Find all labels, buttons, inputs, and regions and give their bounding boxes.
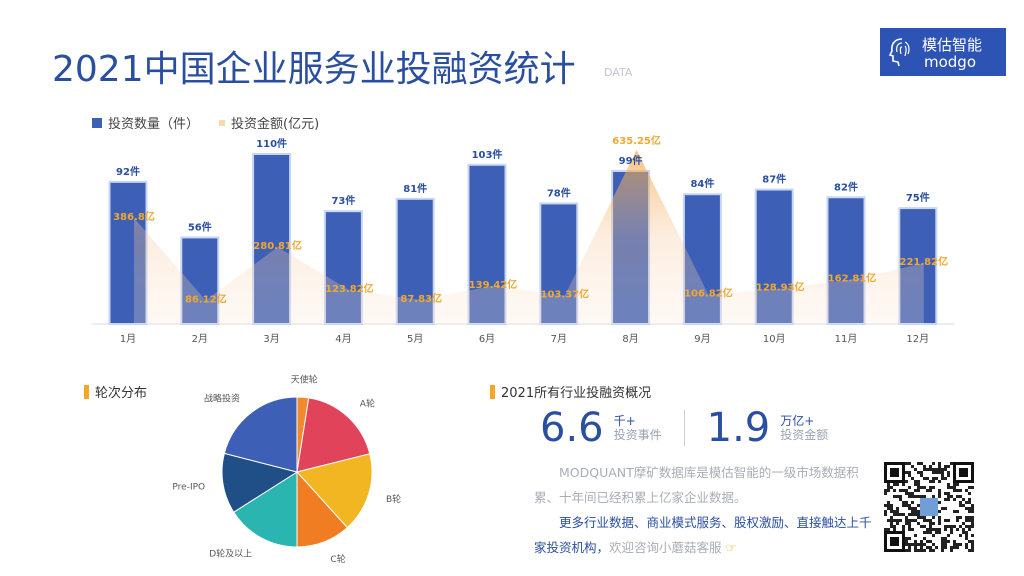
amount-unit: 万亿+ xyxy=(780,414,815,428)
brand-logo: 模估智能 modgo xyxy=(880,28,1006,76)
x-tick-label: 4月 xyxy=(335,333,351,345)
bar-label: 87件 xyxy=(762,173,786,186)
bar-label: 56件 xyxy=(188,220,212,233)
chart-legend: 投资数量（件） 投资金额(亿元) xyxy=(92,113,319,132)
legend-swatch-count xyxy=(92,117,102,128)
logo-text-en: modgo xyxy=(924,53,977,71)
x-tick-label: 6月 xyxy=(479,333,495,345)
head-fingerprint-icon xyxy=(888,38,910,67)
x-tick-label: 11月 xyxy=(835,333,858,345)
amount-label: 86.12亿 xyxy=(185,292,227,305)
bar-label: 92件 xyxy=(116,165,140,178)
pie-label: 天使轮 xyxy=(291,373,318,385)
intro-paragraph: MODQUANT摩矿数据库是模估智能的一级市场数据积累、十年间已经积累上亿家企业… xyxy=(534,465,859,505)
bar-label: 75件 xyxy=(906,191,930,204)
pie-slice-A轮 xyxy=(296,397,371,473)
x-tick-label: 12月 xyxy=(906,333,929,345)
summary-title: 2021所有行业投融资概况 xyxy=(501,386,652,401)
events-unit: 千+ xyxy=(613,414,636,428)
stats-divider xyxy=(683,410,685,446)
amount-label: 139.42亿 xyxy=(469,278,518,291)
page-subtitle: DATA xyxy=(604,66,633,79)
qr-code[interactable] xyxy=(884,462,974,552)
pie-label: A轮 xyxy=(360,397,375,409)
amount-label: 投资金额 xyxy=(780,428,829,442)
x-tick-label: 10月 xyxy=(763,333,786,345)
page-title: 2021中国企业服务业投融资统计 xyxy=(52,49,576,90)
contact-paragraph: 更多行业数据、商业模式服务、股权激励、直接触达上千家投资机构，欢迎咨询小蘑菇客服… xyxy=(534,510,880,560)
amount-label: 87.83亿 xyxy=(400,292,442,305)
pie-title: 轮次分布 xyxy=(95,386,148,401)
x-tick-label: 8月 xyxy=(622,333,638,345)
amount-label: 106.82亿 xyxy=(684,287,733,300)
pie-label: B轮 xyxy=(386,493,401,505)
bar-label: 82件 xyxy=(834,180,858,193)
events-label: 投资事件 xyxy=(613,428,662,442)
logo-text-cn: 模估智能 xyxy=(922,36,983,54)
pie-slice-D轮及以上 xyxy=(232,471,298,548)
events-value: 6.6 xyxy=(540,405,604,451)
bar-label: 73件 xyxy=(331,194,355,207)
x-tick-label: 2月 xyxy=(192,333,208,345)
amount-label: 123.82亿 xyxy=(325,282,374,295)
bar-label: 103件 xyxy=(472,148,503,161)
pie-label: C轮 xyxy=(330,553,345,565)
pie-label: 战略投资 xyxy=(204,393,240,405)
amount-area xyxy=(134,150,924,324)
bar-label: 99件 xyxy=(619,154,643,167)
pie-label: Pre-IPO xyxy=(172,483,205,493)
pie-slice-B轮 xyxy=(296,453,373,529)
x-tick-label: 7月 xyxy=(551,333,567,345)
legend-label-amount: 投资金额(亿元) xyxy=(231,117,320,132)
amount-label: 162.81亿 xyxy=(828,271,877,284)
x-tick-label: 5月 xyxy=(407,333,423,345)
bar-label: 110件 xyxy=(256,137,287,150)
section-marker xyxy=(490,384,495,399)
bar-label: 84件 xyxy=(690,177,714,190)
legend-swatch-amount xyxy=(219,119,226,126)
contact-rest: 欢迎咨询小蘑菇客服 xyxy=(609,540,722,555)
bar-label: 81件 xyxy=(403,182,427,195)
x-tick-label: 3月 xyxy=(263,333,279,345)
hand-pointer-icon: ☞ xyxy=(725,540,737,555)
amount-label: 635.25亿 xyxy=(612,134,661,147)
amount-label: 221.82亿 xyxy=(900,255,949,268)
amount-label: 280.81亿 xyxy=(253,239,302,252)
section-marker xyxy=(84,384,89,399)
contact-highlight: 更多行业数据、商业模式服务、股权激励、直接触达上千家投资机构， xyxy=(534,515,872,555)
summary-section-title: 2021所有行业投融资概况 xyxy=(490,382,651,401)
amount-label: 386.8亿 xyxy=(113,210,155,223)
pie-label: D轮及以上 xyxy=(209,547,252,559)
amount-label: 128.93亿 xyxy=(756,281,805,294)
amount-label: 103.37亿 xyxy=(541,288,590,301)
legend-label-count: 投资数量（件） xyxy=(108,117,200,132)
pie-slice-战略投资 xyxy=(223,396,298,473)
amount-value: 1.9 xyxy=(706,405,771,451)
pie-slice-Pre-IPO xyxy=(221,452,299,513)
bar-label: 78件 xyxy=(547,186,571,199)
pie-section-title: 轮次分布 xyxy=(84,382,147,401)
x-tick-label: 9月 xyxy=(694,333,710,345)
x-tick-label: 1月 xyxy=(120,333,136,345)
summary-stats: 6.6 千+ 投资事件 1.9 万亿+ 投资金额 xyxy=(540,405,828,451)
